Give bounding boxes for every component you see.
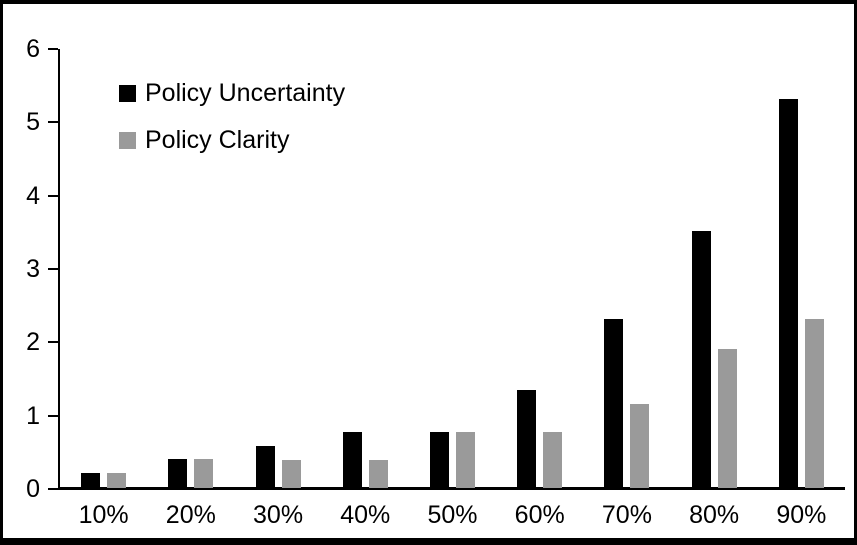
category-80% [671,49,758,488]
category-20% [147,49,234,488]
y-tick-3 [48,268,58,270]
x-tick-label-10%: 10% [78,501,129,529]
x-tick-label-20%: 20% [165,501,216,529]
x-tick-label-60%: 60% [514,501,565,529]
bar-policy-clarity-80% [717,349,737,488]
y-tick-6 [48,48,58,50]
y-tick-label-4: 4 [26,181,40,210]
bar-policy-clarity-70% [630,404,650,488]
x-tick-label-70%: 70% [601,501,652,529]
y-tick-label-2: 2 [26,328,40,357]
legend-item-policy-uncertainty: Policy Uncertainty [119,79,346,107]
y-tick-label-3: 3 [26,255,40,283]
category-40% [322,49,409,488]
plot-area [60,49,845,488]
category-60% [496,49,583,488]
bar-policy-uncertainty-30% [255,446,275,488]
bar-policy-uncertainty-80% [691,231,711,488]
y-tick-1 [48,414,58,417]
bar-policy-clarity-90% [804,319,824,488]
x-tick-label-30%: 30% [253,501,304,529]
bar-policy-clarity-60% [543,432,563,488]
y-tick-5 [48,121,58,124]
x-tick-label-40%: 40% [340,501,391,529]
bar-policy-clarity-30% [281,460,301,488]
x-tick-label-50%: 50% [427,501,478,529]
bar-policy-uncertainty-10% [81,473,101,488]
bar-policy-uncertainty-90% [778,99,798,488]
x-tick-label-90%: 90% [776,501,827,529]
bar-policy-uncertainty-60% [517,390,537,488]
legend-label-policy-clarity: Policy Clarity [145,126,290,154]
y-tick-label-1: 1 [26,401,40,430]
y-axis-line [58,49,60,489]
y-tick-2 [48,341,58,344]
bar-policy-uncertainty-50% [429,432,449,488]
category-30% [234,49,321,488]
bar-policy-clarity-10% [107,473,127,488]
legend-label-policy-uncertainty: Policy Uncertainty [145,79,346,107]
bar-policy-clarity-40% [368,460,388,488]
x-axis-line [58,487,845,490]
legend-item-policy-clarity: Policy Clarity [119,126,345,154]
legend-swatch-policy-clarity [119,131,136,149]
chart-legend: Policy Uncertainty Policy Clarity [119,79,346,177]
category-10% [60,49,147,488]
category-90% [758,49,845,488]
bar-policy-clarity-50% [455,432,475,488]
y-tick-4 [48,194,58,197]
legend-swatch-policy-uncertainty [119,84,136,102]
y-tick-0 [48,488,58,490]
y-tick-label-6: 6 [26,35,40,63]
bar-policy-uncertainty-20% [168,459,188,488]
category-50% [409,49,496,488]
category-70% [583,49,670,488]
x-axis-labels: 10% 20% 30% 40% 50% 60% 70% 80% 90% [60,501,845,530]
bar-policy-uncertainty-40% [342,432,362,488]
y-tick-label-5: 5 [26,108,40,137]
bar-policy-uncertainty-70% [604,319,624,488]
x-tick-label-80%: 80% [689,501,740,529]
y-tick-label-0: 0 [26,475,40,503]
bar-policy-clarity-20% [194,459,214,488]
